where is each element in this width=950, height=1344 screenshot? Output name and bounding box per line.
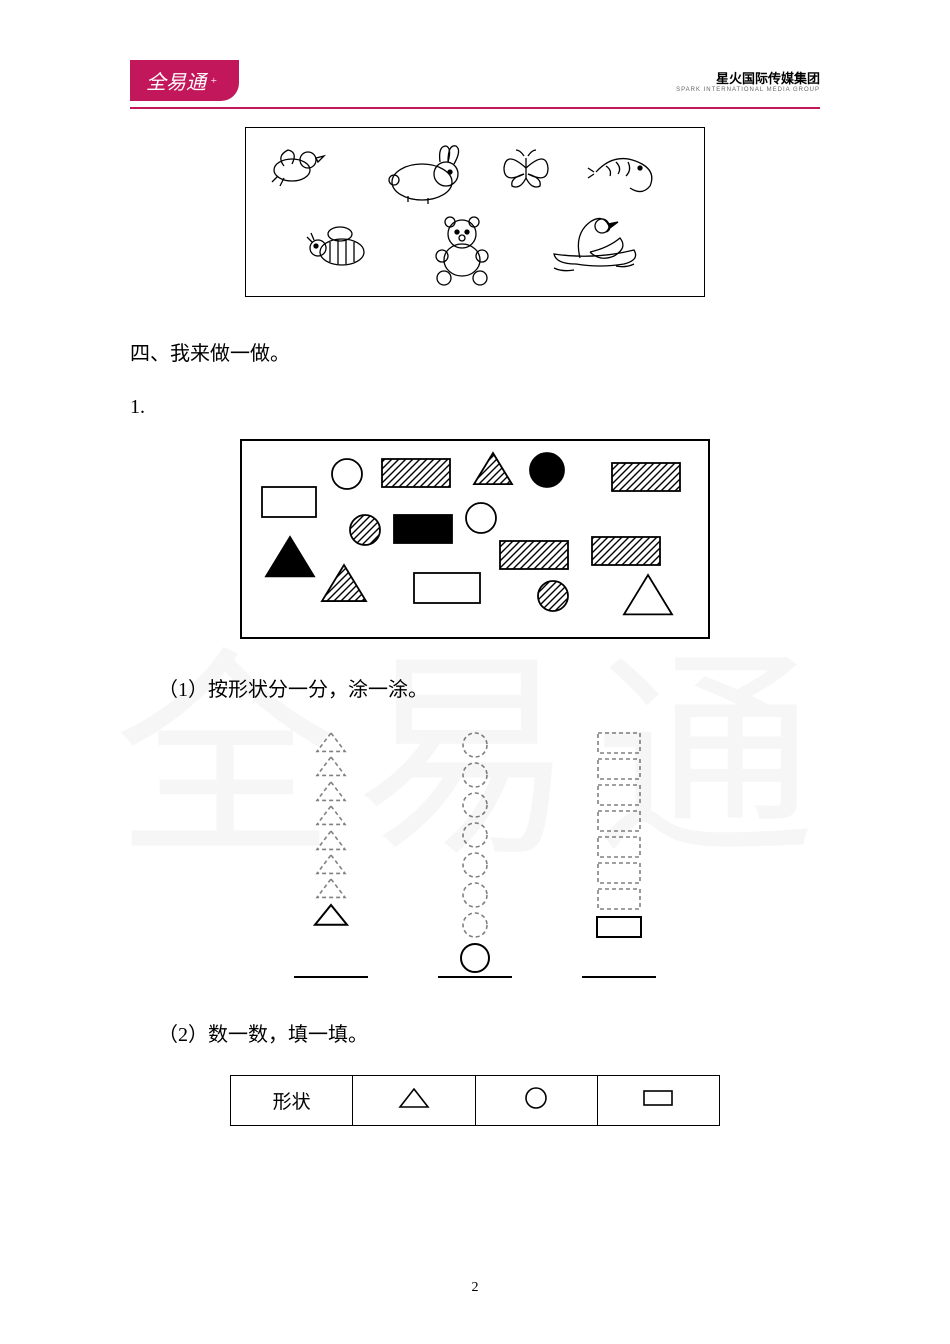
count-table: 形状 xyxy=(230,1075,720,1126)
shape-stacks-area xyxy=(130,730,820,978)
company-block: 星火国际传媒集团 SPARK INTERNATIONAL MEDIA GROUP xyxy=(676,68,820,93)
brand-logo: 全易通 + xyxy=(130,60,239,101)
shape-stack-circle xyxy=(438,730,512,978)
animals-svg xyxy=(246,128,706,298)
animals-figure-box xyxy=(245,127,705,297)
company-name: 星火国际传媒集团 xyxy=(716,71,820,86)
question-1-number: 1. xyxy=(130,396,820,419)
page-header: 全易通 + 星火国际传媒集团 SPARK INTERNATIONAL MEDIA … xyxy=(130,60,820,109)
shapes-svg xyxy=(242,441,712,641)
logo-sup: + xyxy=(210,75,217,87)
page-number: 2 xyxy=(0,1280,950,1296)
sub-question-2: （2）数一数，填一填。 xyxy=(158,1018,820,1047)
table-cell-circle xyxy=(475,1076,597,1126)
table-header-label: 形状 xyxy=(231,1076,353,1126)
shape-stack-triangle xyxy=(294,730,368,978)
section-4-title: 四、我来做一做。 xyxy=(130,337,820,366)
company-subtitle: SPARK INTERNATIONAL MEDIA GROUP xyxy=(676,87,820,93)
sub-question-1: （1）按形状分一分，涂一涂。 xyxy=(158,673,820,702)
shapes-panel xyxy=(240,439,710,639)
shape-stack-rect xyxy=(582,730,656,978)
logo-text: 全易通 xyxy=(146,66,206,95)
table-cell-triangle xyxy=(353,1076,475,1126)
table-cell-rect xyxy=(597,1076,719,1126)
